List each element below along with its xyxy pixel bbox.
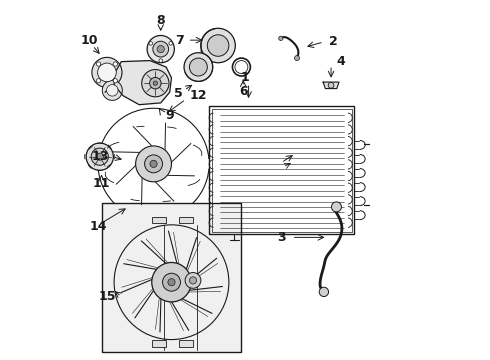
Circle shape xyxy=(294,55,299,60)
Circle shape xyxy=(136,146,172,182)
Text: 1: 1 xyxy=(241,71,249,84)
Circle shape xyxy=(331,202,342,212)
Circle shape xyxy=(91,148,108,165)
Text: 15: 15 xyxy=(98,290,116,303)
Circle shape xyxy=(152,262,191,302)
Polygon shape xyxy=(323,82,339,89)
Circle shape xyxy=(92,57,122,87)
Bar xyxy=(209,107,354,234)
Circle shape xyxy=(153,81,157,85)
Text: 9: 9 xyxy=(165,109,173,122)
Circle shape xyxy=(207,35,229,56)
Circle shape xyxy=(86,143,113,170)
Circle shape xyxy=(168,279,175,286)
Text: 12: 12 xyxy=(190,89,207,102)
Text: 13: 13 xyxy=(91,150,109,163)
Circle shape xyxy=(190,58,207,76)
Circle shape xyxy=(150,160,157,167)
Circle shape xyxy=(96,153,103,160)
Text: 3: 3 xyxy=(278,231,286,244)
Circle shape xyxy=(163,273,180,291)
Circle shape xyxy=(185,273,201,288)
Bar xyxy=(152,340,166,347)
Circle shape xyxy=(97,62,101,66)
Circle shape xyxy=(319,287,329,297)
Circle shape xyxy=(145,155,163,173)
Bar xyxy=(101,203,242,352)
Circle shape xyxy=(147,36,174,63)
Circle shape xyxy=(113,62,118,66)
Text: 5: 5 xyxy=(174,87,183,100)
Text: 14: 14 xyxy=(89,220,107,233)
Circle shape xyxy=(279,36,283,41)
Bar xyxy=(179,340,193,347)
Circle shape xyxy=(98,63,116,82)
Text: 6: 6 xyxy=(239,85,247,98)
Circle shape xyxy=(102,80,122,100)
Circle shape xyxy=(190,277,196,284)
Circle shape xyxy=(149,41,152,45)
Circle shape xyxy=(142,69,169,97)
Circle shape xyxy=(328,82,334,88)
Polygon shape xyxy=(114,60,172,105)
Bar xyxy=(179,217,193,223)
Circle shape xyxy=(153,41,169,57)
Circle shape xyxy=(149,77,161,89)
Text: 11: 11 xyxy=(93,177,110,190)
Circle shape xyxy=(159,59,163,62)
Circle shape xyxy=(184,53,213,81)
Bar xyxy=(212,109,351,231)
Bar xyxy=(152,217,166,223)
Circle shape xyxy=(169,41,172,45)
Circle shape xyxy=(97,78,101,83)
Text: 10: 10 xyxy=(80,34,98,48)
Circle shape xyxy=(201,28,235,63)
Text: 4: 4 xyxy=(337,55,345,68)
Circle shape xyxy=(113,78,118,83)
Text: 7: 7 xyxy=(175,33,184,47)
Circle shape xyxy=(107,85,118,96)
Circle shape xyxy=(157,45,164,53)
Text: 8: 8 xyxy=(156,14,165,27)
Text: 2: 2 xyxy=(329,35,338,49)
